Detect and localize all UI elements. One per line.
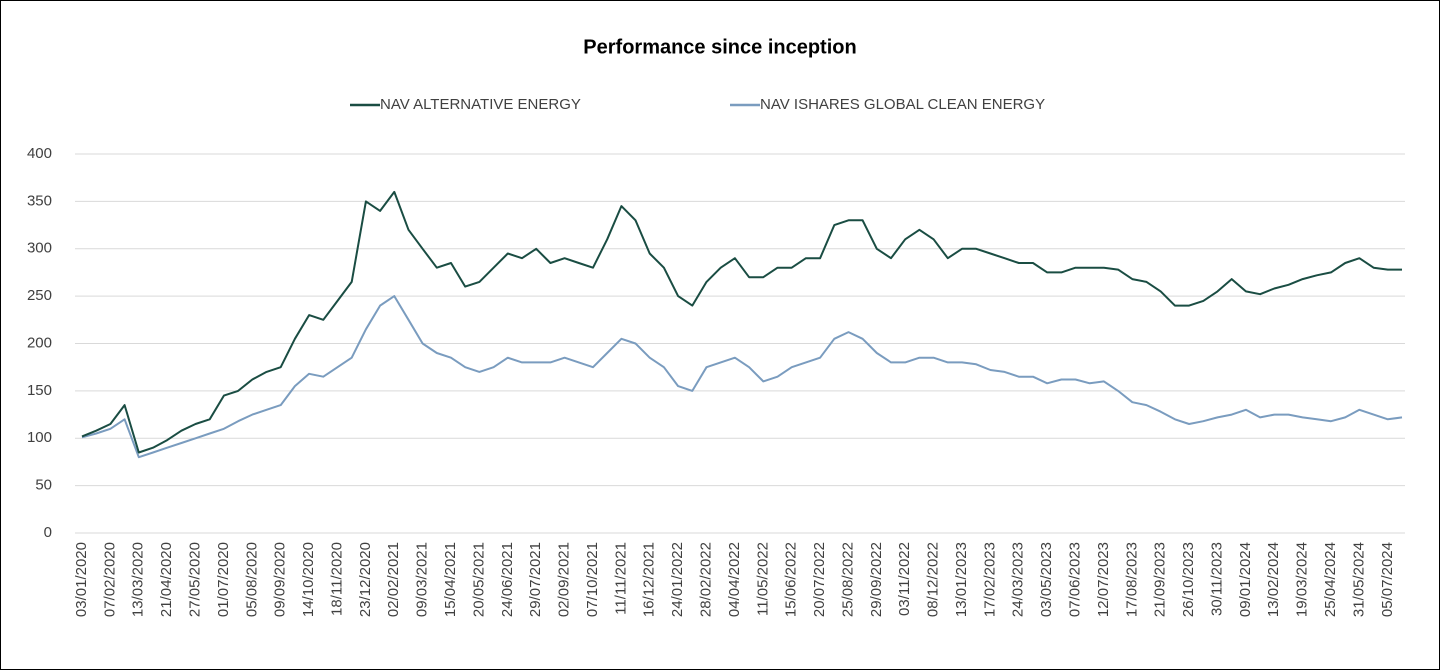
series-line [81, 295, 1403, 459]
x-tick-label: 03/05/2023 [1038, 542, 1055, 617]
x-tick-label: 05/07/2024 [1379, 542, 1396, 617]
x-tick-label: 27/05/2020 [187, 542, 204, 617]
x-tick-label: 24/06/2021 [499, 542, 516, 617]
x-tick-label: 13/02/2024 [1265, 542, 1282, 617]
x-tick-label: 19/03/2024 [1294, 542, 1311, 617]
x-tick-label: 08/12/2022 [925, 542, 942, 617]
x-tick-label: 17/08/2023 [1123, 542, 1140, 617]
y-tick-label: 100 [27, 429, 52, 446]
x-tick-label: 11/11/2021 [612, 542, 629, 615]
x-tick-label: 07/06/2023 [1067, 542, 1084, 617]
x-tick-label: 12/07/2023 [1095, 542, 1112, 617]
y-tick-label: 250 [27, 287, 52, 304]
chart-title: Performance since inception [583, 36, 856, 58]
x-tick-label: 05/08/2020 [243, 542, 260, 617]
legend-label: NAV ALTERNATIVE ENERGY [380, 96, 581, 113]
x-tick-label: 16/12/2021 [641, 542, 658, 617]
x-tick-label: 02/02/2021 [385, 542, 402, 617]
x-tick-label: 09/01/2024 [1237, 542, 1254, 617]
x-tick-label: 13/03/2020 [130, 542, 147, 617]
legend-label: NAV ISHARES GLOBAL CLEAN ENERGY [760, 96, 1045, 113]
y-tick-label: 400 [27, 145, 52, 162]
x-tick-label: 03/11/2022 [896, 542, 913, 616]
x-tick-label: 24/03/2023 [1010, 542, 1027, 617]
x-tick-label: 29/07/2021 [527, 542, 544, 617]
x-tick-label: 01/07/2020 [215, 542, 232, 617]
x-tick-label: 11/05/2022 [754, 542, 771, 616]
x-tick-label: 02/09/2021 [556, 542, 573, 617]
series-line [81, 190, 1402, 454]
x-tick-label: 26/10/2023 [1180, 542, 1197, 617]
x-tick-label: 31/05/2024 [1350, 542, 1367, 617]
x-tick-label: 03/01/2020 [73, 542, 90, 617]
x-tick-label: 25/04/2024 [1322, 542, 1339, 617]
x-tick-label: 21/09/2023 [1152, 542, 1169, 617]
y-tick-label: 350 [27, 192, 52, 209]
y-tick-label: 200 [27, 334, 52, 351]
x-tick-label: 23/12/2020 [357, 542, 374, 617]
x-tick-label: 15/06/2022 [783, 542, 800, 617]
x-tick-label: 07/10/2021 [584, 542, 601, 617]
x-tick-label: 04/04/2022 [726, 542, 743, 617]
x-tick-label: 14/10/2020 [300, 542, 317, 617]
x-tick-label: 09/03/2021 [414, 542, 431, 617]
x-tick-label: 07/02/2020 [101, 542, 118, 617]
x-tick-label: 18/11/2020 [328, 542, 345, 616]
x-tick-label: 17/02/2023 [981, 542, 998, 617]
x-tick-label: 15/04/2021 [442, 542, 459, 617]
x-tick-label: 21/04/2020 [158, 542, 175, 617]
x-tick-label: 24/01/2022 [669, 542, 686, 617]
x-tick-label: 28/02/2022 [697, 542, 714, 617]
x-tick-label: 09/09/2020 [272, 542, 289, 617]
x-tick-label: 30/11/2023 [1208, 542, 1225, 616]
x-tick-label: 25/08/2022 [839, 542, 856, 617]
y-tick-label: 300 [27, 240, 52, 257]
x-tick-label: 20/05/2021 [470, 542, 487, 617]
x-tick-label: 13/01/2023 [953, 542, 970, 617]
x-tick-label: 20/07/2022 [811, 542, 828, 617]
y-tick-label: 150 [27, 382, 52, 399]
x-tick-label: 29/09/2022 [868, 542, 885, 617]
y-tick-label: 50 [35, 477, 52, 494]
y-tick-label: 0 [44, 524, 52, 541]
